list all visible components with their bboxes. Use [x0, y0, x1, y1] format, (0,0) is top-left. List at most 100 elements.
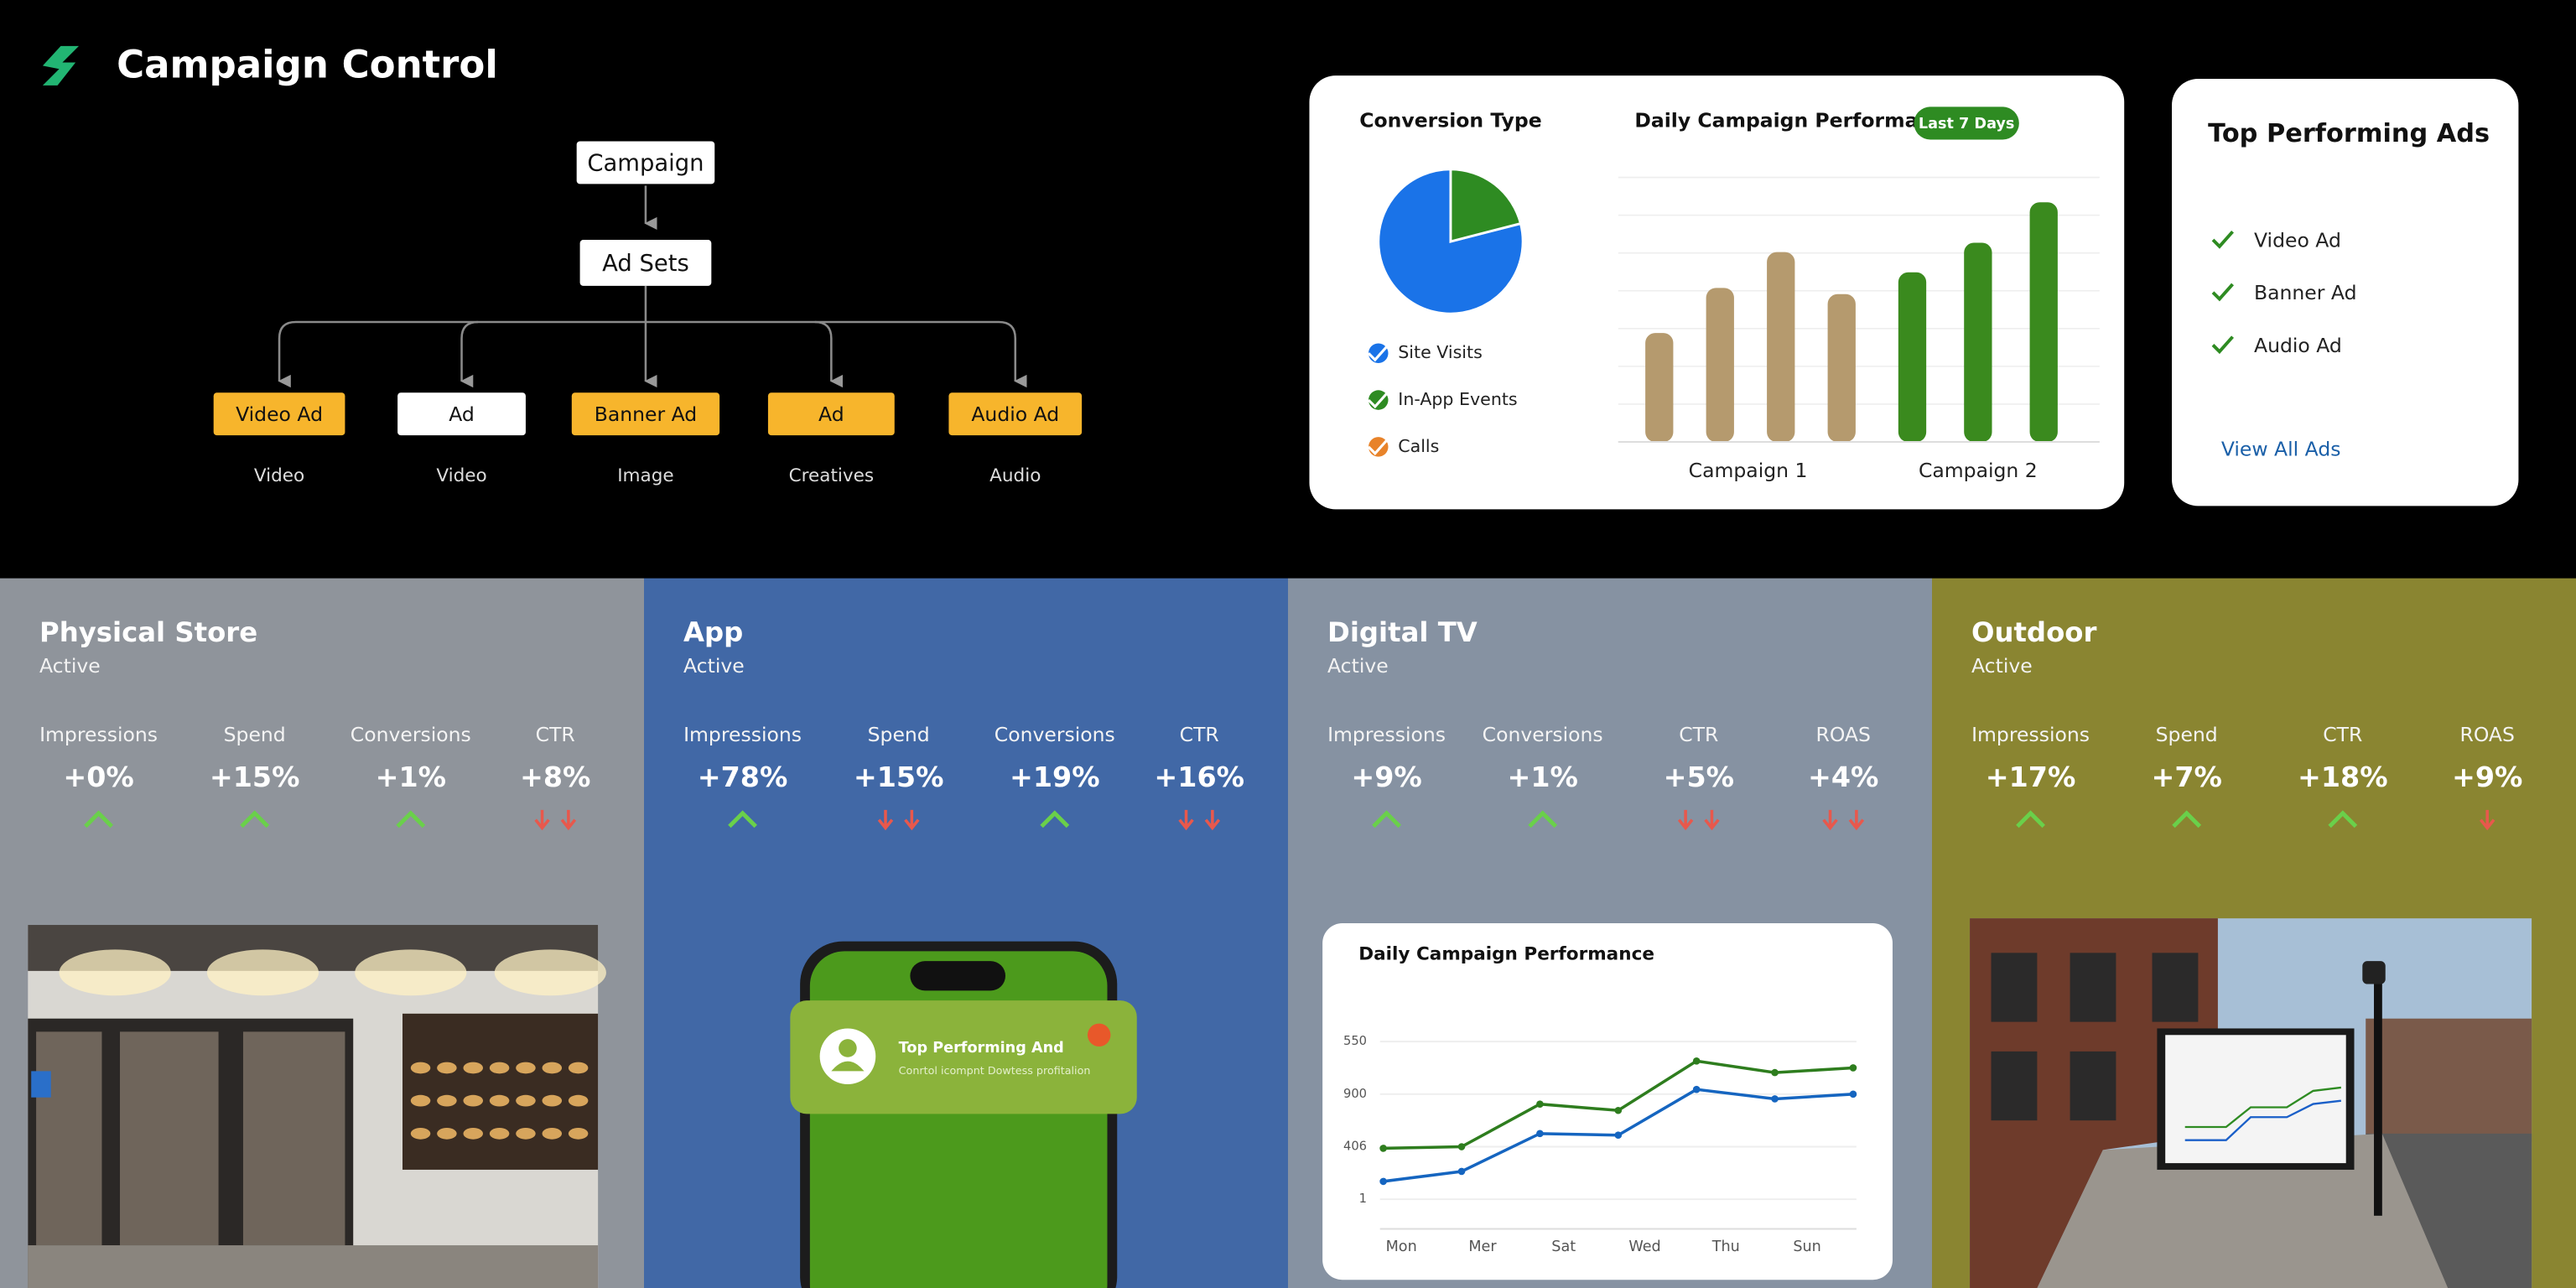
line-point: [1379, 1177, 1387, 1186]
street-buildings: [2366, 1018, 2532, 1142]
bar: [1898, 272, 1927, 443]
line-point: [1771, 1068, 1779, 1077]
pastry: [568, 1127, 589, 1140]
billboard-line: [2184, 1099, 2341, 1141]
top-ad-item: Banner Ad: [2254, 281, 2356, 304]
pastry: [516, 1127, 536, 1140]
store-photo: [28, 925, 606, 1288]
pastry: [568, 1062, 589, 1074]
pastry: [410, 1062, 431, 1074]
lamp-head: [2362, 961, 2386, 984]
pastry: [410, 1094, 431, 1107]
pastry: [542, 1094, 563, 1107]
billboard-line: [2184, 1086, 2341, 1129]
flow-leaf-caption: Video: [436, 465, 486, 486]
trend-up: [84, 810, 113, 828]
metric-value: +7%: [2151, 761, 2221, 793]
line-point: [1692, 1057, 1701, 1065]
window: [2152, 953, 2199, 1022]
metric-label: Impressions: [1971, 723, 2090, 746]
line-point: [1849, 1090, 1857, 1098]
metric-label: CTR: [1180, 723, 1219, 746]
notification-card: [790, 1000, 1137, 1114]
period-badge-label: Last 7 Days: [1919, 116, 2015, 132]
flow-leaf-box: [397, 392, 526, 436]
check-icon: [2211, 283, 2234, 302]
panel-title: Outdoor: [1971, 616, 2096, 648]
billboard-screen: [2165, 1035, 2346, 1164]
trend-down: [560, 809, 577, 831]
window: [2070, 953, 2116, 1022]
x-tick-label: Mer: [1468, 1239, 1497, 1255]
check-icon: [2211, 230, 2234, 249]
metric-label: Impressions: [39, 723, 158, 746]
avatar-head: [839, 1039, 857, 1057]
metric-value: +5%: [1664, 761, 1734, 793]
metric-value: +1%: [1507, 761, 1577, 793]
check-icon: [1367, 391, 1389, 409]
legend-swatch: [1368, 343, 1389, 363]
panel-title: Digital TV: [1327, 616, 1478, 648]
tv-chart-title: Daily Campaign Performance: [1358, 943, 1654, 964]
notification-title: Top Performing And: [899, 1040, 1064, 1057]
legend-label: Site Visits: [1398, 342, 1483, 362]
metric-label: Spend: [224, 723, 286, 746]
flow-root-box: [576, 141, 715, 184]
panel-status: Active: [683, 654, 745, 678]
door-glass: [36, 1031, 102, 1246]
metric-label: Impressions: [683, 723, 802, 746]
line-point: [1536, 1130, 1544, 1138]
bar: [1964, 242, 1992, 443]
trend-down: [877, 809, 894, 831]
phone: [790, 941, 1137, 1288]
line-point: [1692, 1085, 1701, 1093]
metric-label: Conversions: [351, 723, 471, 746]
check-icon: [1367, 344, 1389, 362]
pastry: [410, 1127, 431, 1140]
period-badge: [1914, 106, 2019, 140]
check-icon: [1367, 438, 1389, 456]
flow-leaf: Ad: [449, 402, 475, 426]
metric-value: +1%: [376, 761, 446, 793]
ceiling-light: [355, 949, 467, 996]
top-background: [0, 0, 2576, 579]
trend-down: [534, 809, 550, 831]
door-glass: [242, 1031, 345, 1246]
sidewalk: [2037, 1133, 2449, 1288]
pastry: [542, 1062, 563, 1074]
pastry: [463, 1062, 483, 1074]
trend-up: [2328, 810, 2358, 828]
view-all-link[interactable]: View All Ads: [2221, 437, 2341, 460]
flow-leaf-caption: Image: [617, 465, 673, 486]
pastry: [489, 1062, 510, 1074]
line-point: [1379, 1145, 1387, 1152]
panel-title: App: [683, 616, 743, 648]
legend-label: Calls: [1398, 436, 1439, 456]
bar-group-label: Campaign 1: [1689, 459, 1808, 482]
metric-value: +15%: [210, 761, 300, 793]
x-tick-label: Thu: [1711, 1239, 1740, 1255]
panel-title: Physical Store: [39, 616, 257, 648]
metric-value: +18%: [2298, 761, 2388, 793]
y-tick-label: 900: [1343, 1087, 1367, 1101]
pastry: [463, 1094, 483, 1107]
pastry: [516, 1062, 536, 1074]
flow-leaf: Audio Ad: [971, 402, 1059, 426]
metric-label: Impressions: [1327, 723, 1446, 746]
ceiling-light: [494, 949, 606, 996]
legend-swatch: [1368, 437, 1389, 457]
top-ads-card: [2172, 79, 2519, 506]
flow-leaf-box: [571, 392, 720, 436]
trend-up: [240, 810, 270, 828]
flow-leaf-box: [213, 392, 345, 436]
line-point: [1536, 1100, 1544, 1109]
logo: [42, 45, 80, 86]
top-ads-title: Top Performing Ads: [2208, 119, 2490, 148]
flow-leaf: Banner Ad: [595, 402, 697, 426]
top-ad-item: Audio Ad: [2254, 334, 2342, 357]
check-icon: [2211, 335, 2234, 355]
trend-down: [904, 809, 920, 831]
pastry: [542, 1127, 563, 1140]
metric-label: ROAS: [2460, 723, 2515, 746]
